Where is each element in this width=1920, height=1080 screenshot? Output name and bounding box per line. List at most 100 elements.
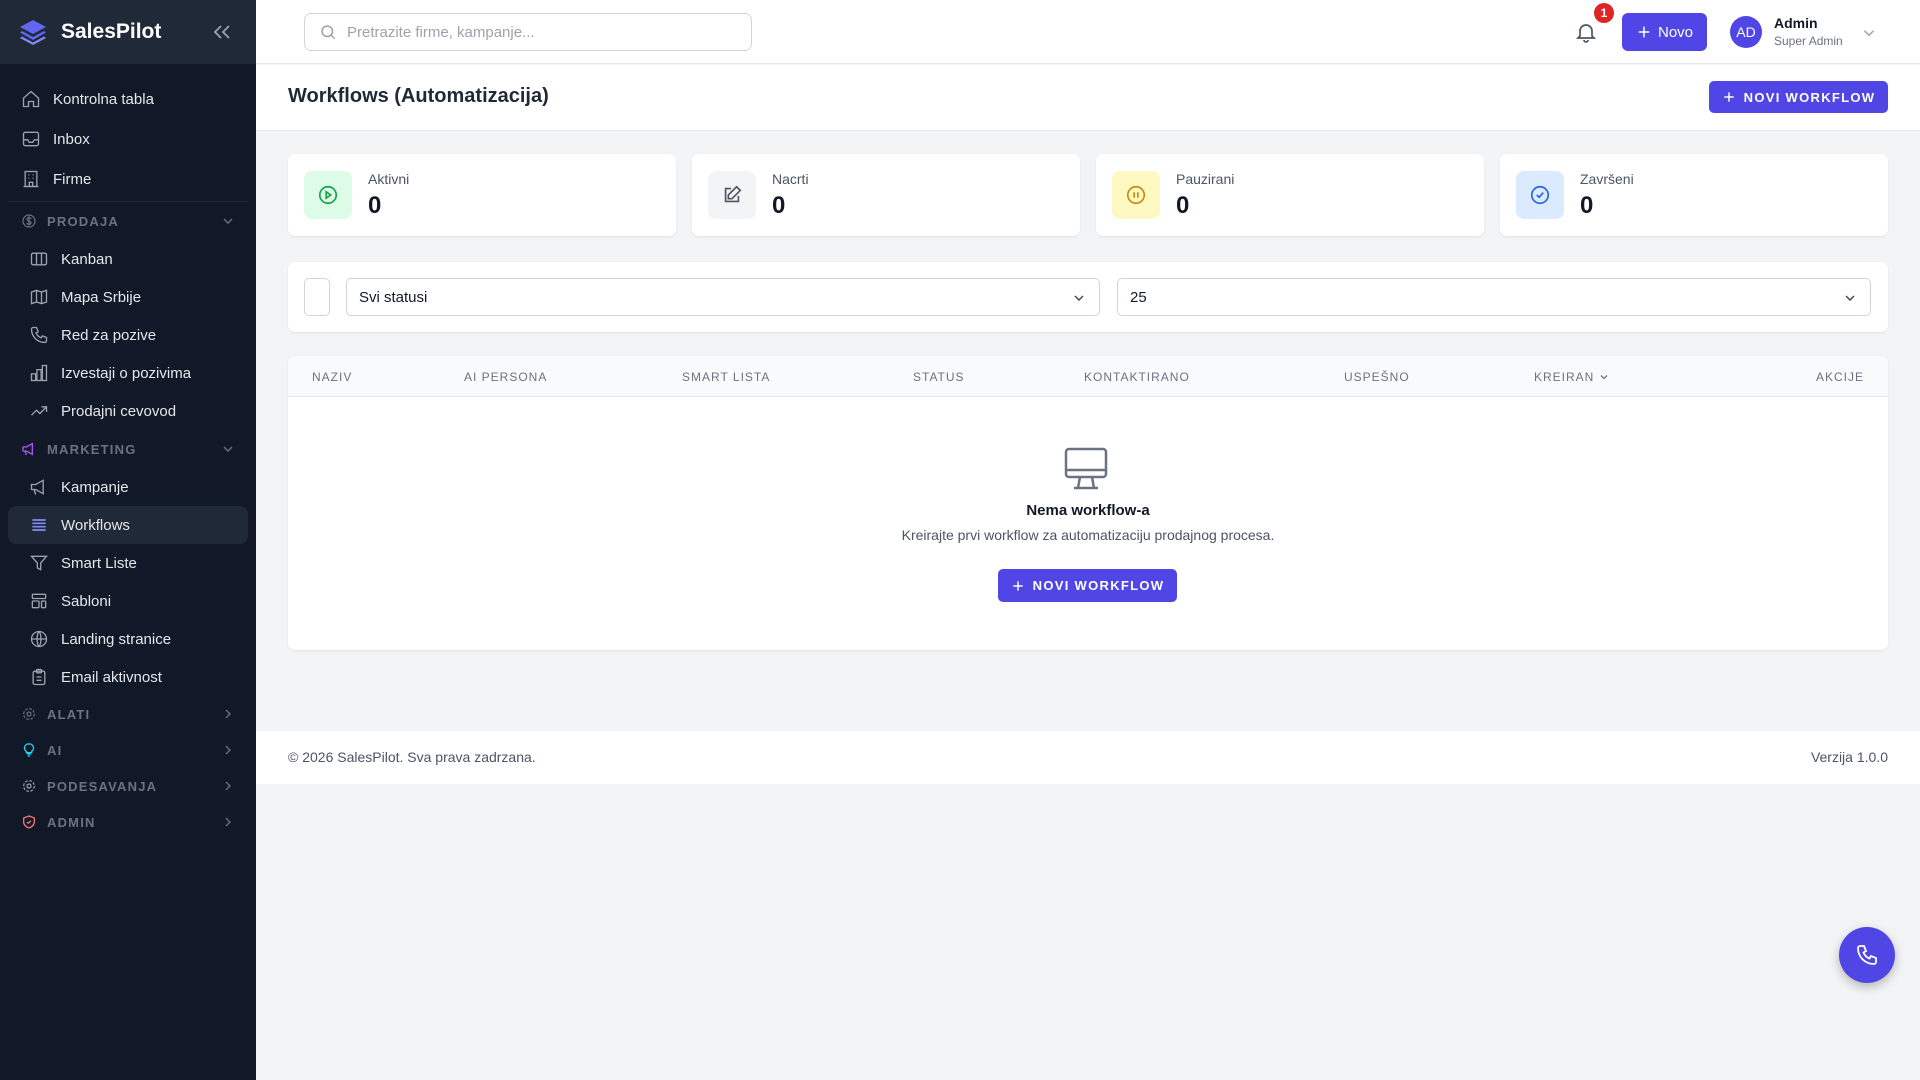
- map-icon: [30, 289, 48, 305]
- section-label: AI: [47, 742, 63, 758]
- sidebar-item-izvestaji[interactable]: Izvestaji o pozivima: [8, 354, 248, 392]
- column-header-status[interactable]: STATUS: [913, 370, 965, 384]
- sidebar-item-mapa-srbije[interactable]: Mapa Srbije: [8, 278, 248, 316]
- chevron-down-icon[interactable]: [1860, 24, 1878, 42]
- version: Verzija 1.0.0: [1810, 749, 1888, 765]
- column-label: KREIRAN: [1534, 370, 1595, 384]
- sidebar-item-smart-liste[interactable]: Smart Liste: [8, 544, 248, 582]
- section-marketing[interactable]: MARKETING: [8, 430, 248, 468]
- stat-card-aktivni: Aktivni 0: [288, 154, 676, 236]
- empty-new-workflow-button[interactable]: NOVI WORKFLOW: [998, 569, 1177, 602]
- workflows-table: NAZIV AI PERSONA SMART LISTA STATUS KONT…: [288, 356, 1888, 650]
- sidebar-item-label: Red za pozive: [61, 326, 157, 344]
- page-header: Workflows (Automatizacija) NOVI WORKFLOW: [256, 65, 1920, 131]
- chevron-right-icon: [225, 781, 231, 791]
- top-header: 1 Novo AD Admin Super Admin: [256, 0, 1920, 64]
- chevron-down-icon: [1074, 295, 1084, 301]
- sidebar-item-label: Kontrolna tabla: [53, 90, 154, 108]
- inbox-icon: [22, 131, 40, 147]
- plus-icon: [1723, 92, 1734, 102]
- section-label: PODESAVANJA: [47, 778, 158, 794]
- sidebar-item-label: Firme: [53, 170, 92, 188]
- column-header-kontaktirano[interactable]: KONTAKTIRANO: [1084, 370, 1190, 384]
- shield-check-icon: [23, 815, 35, 829]
- new-workflow-button[interactable]: NOVI WORKFLOW: [1709, 81, 1888, 113]
- layers-logo-icon: [20, 20, 46, 45]
- stat-label: Završeni: [1580, 171, 1634, 187]
- section-podesavanja[interactable]: PODESAVANJA: [8, 768, 248, 804]
- sidebar-item-sabloni[interactable]: Sabloni: [8, 582, 248, 620]
- edit-icon: [708, 171, 756, 219]
- sidebar-item-email-aktivnost[interactable]: Email aktivnost: [8, 658, 248, 696]
- search-input[interactable]: [347, 23, 727, 41]
- sidebar-item-label: Landing stranice: [61, 630, 172, 648]
- stat-card-pauzirani: Pauzirani 0: [1096, 154, 1484, 236]
- button-label: NOVI WORKFLOW: [1032, 578, 1165, 593]
- sidebar-item-kanban[interactable]: Kanban: [8, 240, 248, 278]
- bell-icon[interactable]: [1574, 20, 1598, 44]
- building-icon: [23, 170, 39, 188]
- sidebar-item-prodajni-cevovod[interactable]: Prodajni cevovod: [8, 392, 248, 430]
- stat-label: Pauzirani: [1176, 171, 1235, 187]
- status-select-value: Svi statusi: [359, 288, 428, 306]
- phone-icon: [1857, 945, 1877, 965]
- sidebar-item-workflows[interactable]: Workflows: [8, 506, 248, 544]
- sidebar-item-firme[interactable]: Firme: [8, 159, 248, 199]
- empty-state-title: Nema workflow-a: [1026, 502, 1150, 519]
- per-page-select[interactable]: 25: [1117, 278, 1871, 316]
- globe-icon: [30, 630, 48, 648]
- section-label: MARKETING: [47, 441, 137, 457]
- brand-name: SalesPilot: [61, 20, 162, 43]
- column-header-akcije: AKCIJE: [1815, 370, 1864, 384]
- sidebar-item-label: Kanban: [61, 250, 113, 268]
- sidebar-item-kampanje[interactable]: Kampanje: [8, 468, 248, 506]
- search-box[interactable]: [304, 13, 752, 51]
- section-ai[interactable]: AI: [8, 732, 248, 768]
- sidebar-item-label: Email aktivnost: [61, 668, 162, 686]
- lightbulb-icon: [23, 743, 35, 757]
- chevron-down-icon: [1845, 295, 1855, 301]
- filters-bar: Svi statusi 25: [288, 262, 1888, 332]
- home-icon: [22, 90, 40, 108]
- new-button[interactable]: Novo: [1622, 13, 1707, 51]
- column-header-uspesno[interactable]: USPEŠNO: [1344, 370, 1410, 384]
- sidebar-item-landing-stranice[interactable]: Landing stranice: [8, 620, 248, 658]
- column-header-ai-persona[interactable]: AI PERSONA: [464, 370, 548, 384]
- status-select[interactable]: Svi statusi: [346, 278, 1100, 316]
- sidebar-item-kontrolna-tabla[interactable]: Kontrolna tabla: [8, 79, 248, 119]
- stat-value: 0: [772, 192, 786, 219]
- sidebar-item-label: Izvestaji o pozivima: [61, 364, 192, 382]
- sidebar-item-red-za-pozive[interactable]: Red za pozive: [8, 316, 248, 354]
- section-prodaja[interactable]: PRODAJA: [8, 202, 248, 240]
- notification-badge: 1: [1594, 3, 1614, 23]
- sidebar-item-label: Mapa Srbije: [61, 288, 142, 306]
- kanban-icon: [30, 252, 48, 266]
- column-header-naziv[interactable]: NAZIV: [312, 370, 353, 384]
- avatar[interactable]: AD: [1730, 16, 1762, 48]
- play-circle-icon: [304, 171, 352, 219]
- button-label: NOVI WORKFLOW: [1743, 89, 1876, 105]
- sidebar-item-label: Inbox: [53, 130, 90, 148]
- call-fab-button[interactable]: [1839, 927, 1895, 983]
- stat-value: 0: [1176, 192, 1190, 219]
- filter-search-input[interactable]: [304, 278, 330, 316]
- page-title: Workflows (Automatizacija): [288, 85, 549, 107]
- sidebar-item-label: Kampanje: [61, 478, 129, 496]
- copyright: © 2026 SalesPilot. Sva prava zadrzana.: [288, 749, 536, 765]
- sidebar-item-inbox[interactable]: Inbox: [8, 119, 248, 159]
- section-alati[interactable]: ALATI: [8, 696, 248, 732]
- check-circle-icon: [1516, 171, 1564, 219]
- list-icon: [32, 519, 46, 531]
- chevron-down-icon: [223, 218, 233, 224]
- section-admin[interactable]: ADMIN: [8, 804, 248, 840]
- column-header-kreiran[interactable]: KREIRAN: [1534, 370, 1610, 384]
- monitor-icon: [1064, 447, 1108, 490]
- megaphone-icon: [22, 442, 33, 456]
- section-label: PRODAJA: [47, 213, 119, 229]
- stat-value: 0: [1580, 192, 1594, 219]
- bar-chart-icon: [30, 364, 48, 382]
- chevron-right-icon: [225, 817, 231, 827]
- table-header: NAZIV AI PERSONA SMART LISTA STATUS KONT…: [288, 356, 1888, 397]
- collapse-sidebar-icon[interactable]: [210, 20, 234, 44]
- column-header-smart-lista[interactable]: SMART LISTA: [682, 370, 771, 384]
